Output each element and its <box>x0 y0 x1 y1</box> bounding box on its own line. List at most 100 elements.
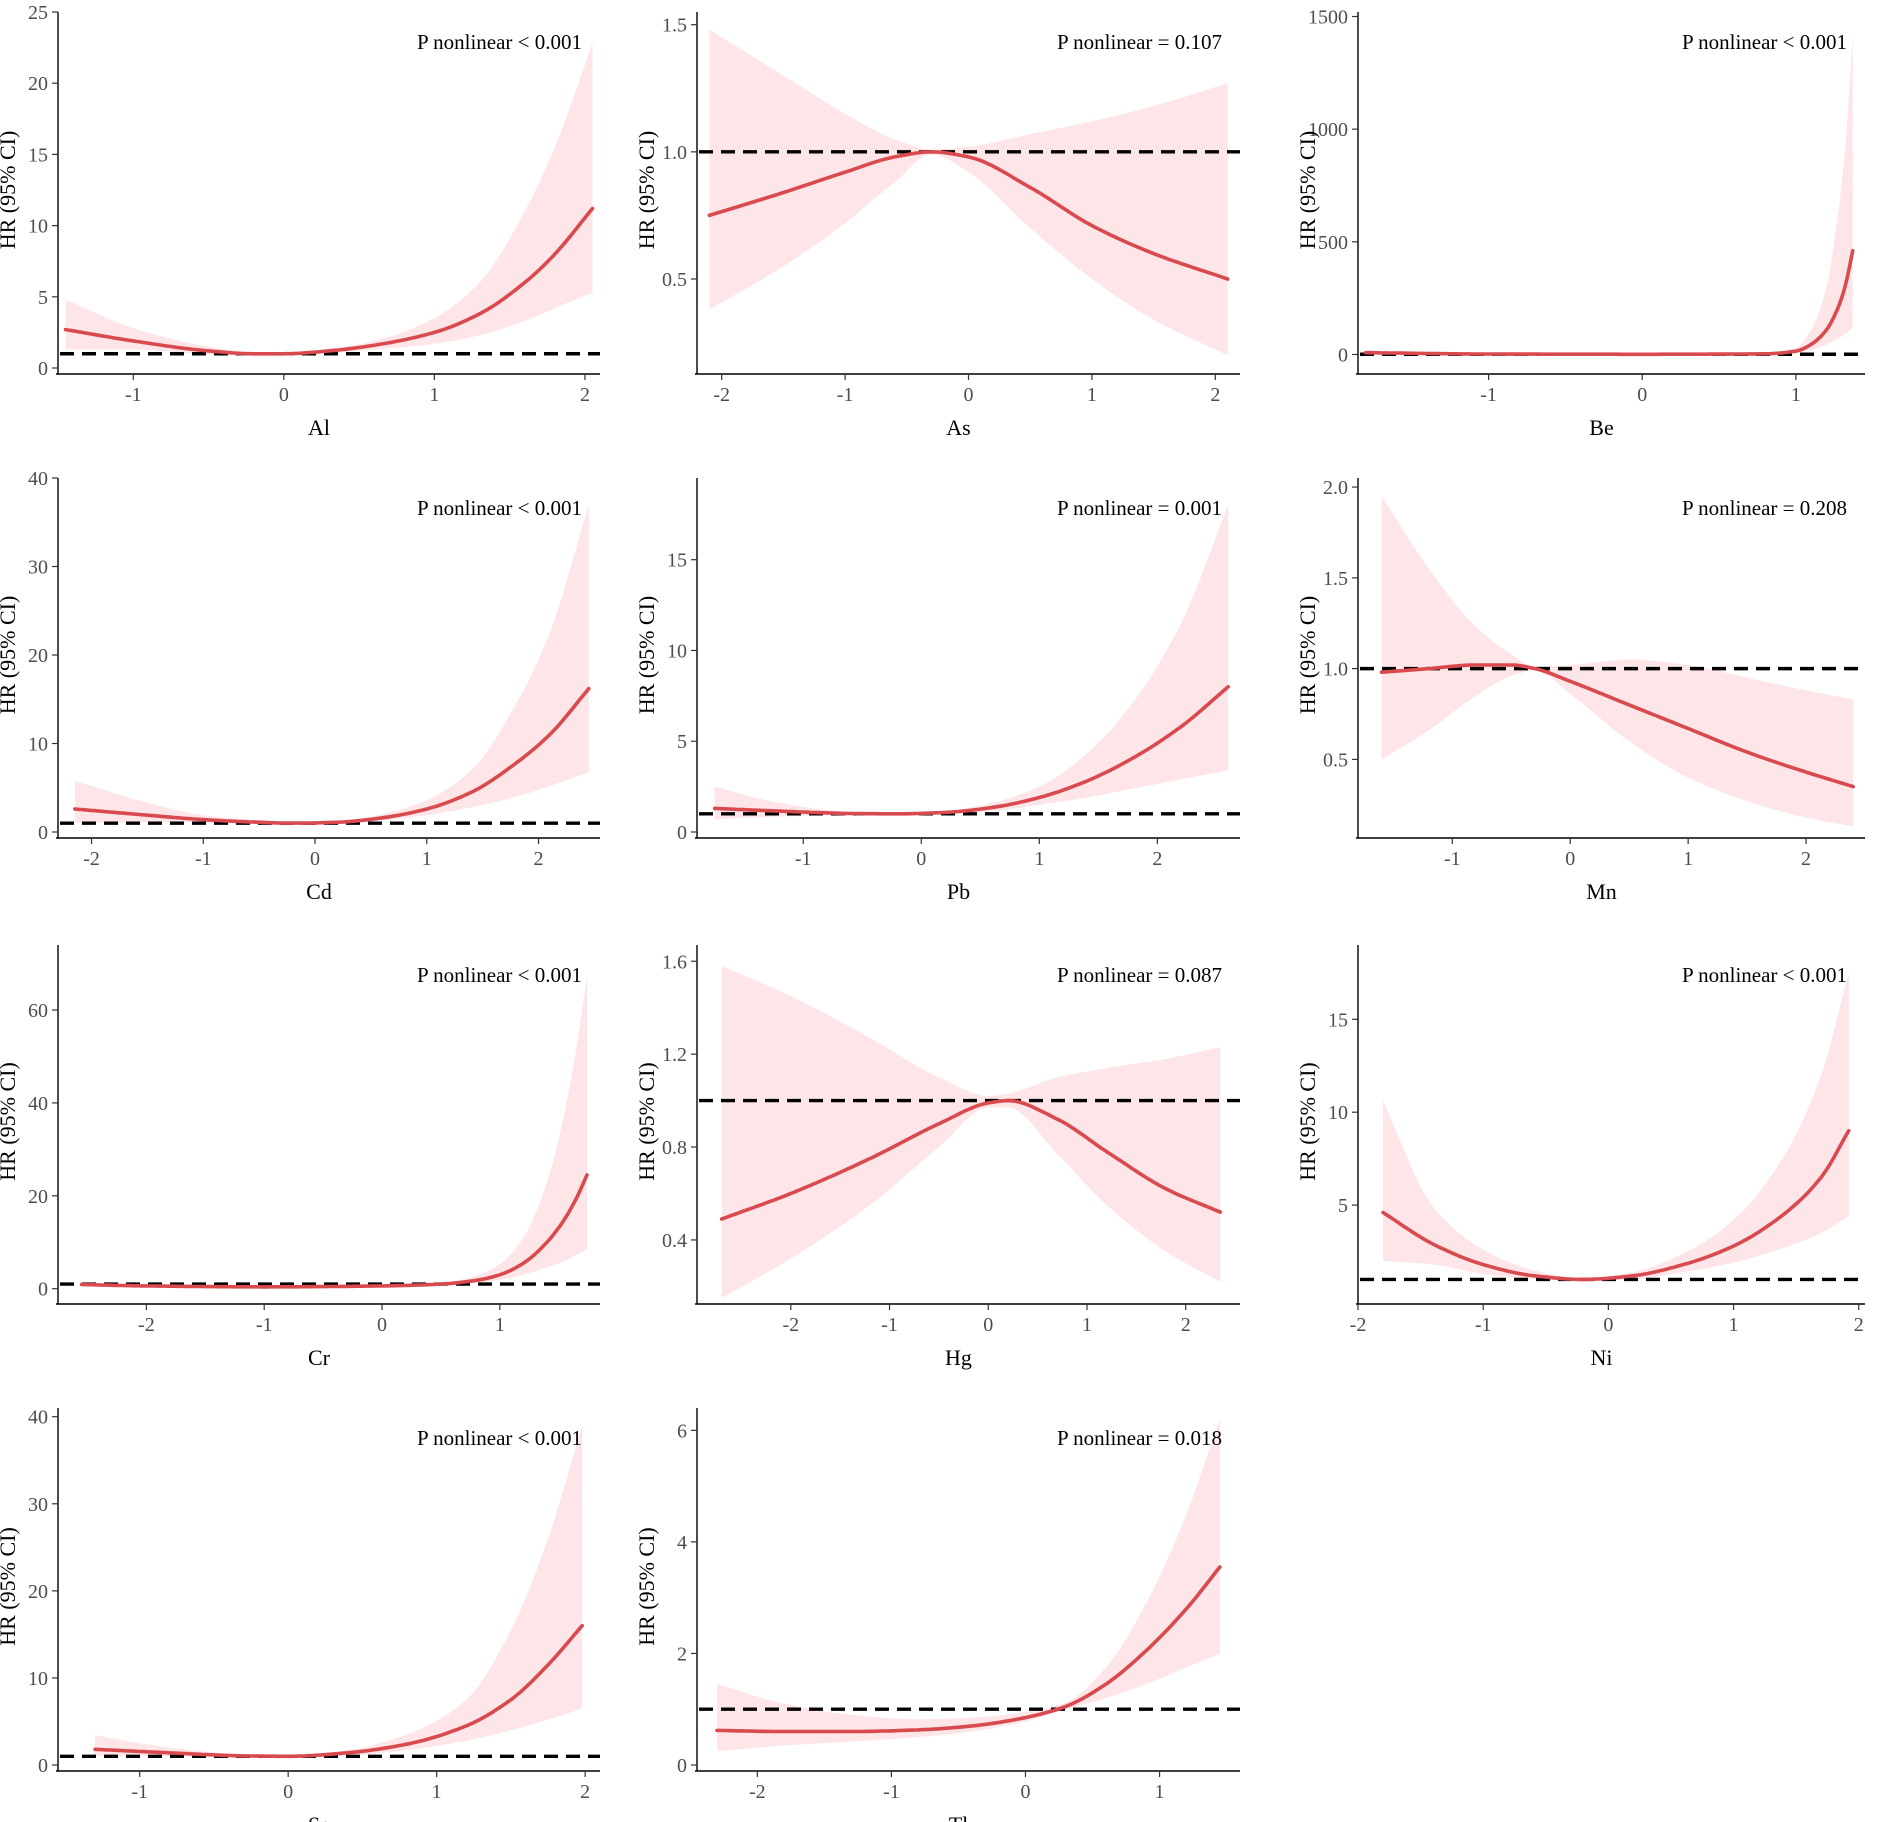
p-nonlinear-annotation-al: P nonlinear < 0.001 <box>417 30 582 54</box>
p-nonlinear-annotation-cr: P nonlinear < 0.001 <box>417 963 582 987</box>
y-axis-title-mn: HR (95% CI) <box>1295 596 1320 715</box>
y-tick-label-hg: 0.8 <box>662 1137 687 1159</box>
x-tick-label-cd: -2 <box>83 848 100 870</box>
x-tick-label-cd: 0 <box>310 848 320 870</box>
hr-curve-cd <box>73 686 591 825</box>
y-tick-label-be: 500 <box>1318 232 1348 254</box>
hr-curve-ni <box>1381 1129 1851 1282</box>
x-tick-label-al: 2 <box>580 384 590 406</box>
y-tick-label-mn: 1.0 <box>1323 659 1348 681</box>
x-tick-label-ni: 2 <box>1854 1314 1864 1336</box>
x-tick-label-cd: 1 <box>422 848 432 870</box>
y-tick-label-tl: 2 <box>677 1643 687 1665</box>
x-tick-label-be: 0 <box>1637 384 1647 406</box>
y-tick-label-pb: 5 <box>677 731 687 753</box>
y-tick-label-mn: 1.5 <box>1323 568 1348 590</box>
x-tick-label-se: 2 <box>580 1781 590 1803</box>
y-tick-label-mn: 0.5 <box>1323 749 1348 771</box>
x-tick-label-ni: -2 <box>1350 1314 1367 1336</box>
x-axis-title-as: As <box>946 415 970 440</box>
y-tick-label-al: 10 <box>28 216 48 238</box>
y-axis-title-be: HR (95% CI) <box>1295 131 1320 250</box>
x-tick-label-ni: 1 <box>1729 1314 1739 1336</box>
y-tick-label-hg: 1.6 <box>662 951 687 973</box>
x-tick-label-ni: -1 <box>1475 1314 1492 1336</box>
x-tick-label-cr: 1 <box>495 1314 505 1336</box>
y-tick-label-al: 20 <box>28 73 48 95</box>
hr-curve-al <box>63 206 595 356</box>
x-tick-label-cd: -1 <box>195 848 212 870</box>
x-axis-title-cr: Cr <box>308 1345 331 1370</box>
x-tick-label-hg: -1 <box>881 1314 898 1336</box>
x-tick-label-tl: -2 <box>749 1781 766 1803</box>
x-tick-label-tl: 1 <box>1155 1781 1165 1803</box>
x-axis-title-pb: Pb <box>947 879 970 904</box>
y-axis-title-as: HR (95% CI) <box>634 131 659 250</box>
y-tick-label-ni: 10 <box>1328 1102 1348 1124</box>
x-tick-label-pb: -1 <box>795 848 812 870</box>
y-tick-label-ni: 5 <box>1338 1195 1348 1217</box>
x-tick-label-tl: 0 <box>1020 1781 1030 1803</box>
hr-curve-be <box>1363 249 1855 357</box>
y-tick-label-ni: 15 <box>1328 1009 1348 1031</box>
x-tick-label-mn: 1 <box>1683 848 1693 870</box>
y-tick-label-pb: 0 <box>677 822 687 844</box>
y-tick-label-tl: 0 <box>677 1755 687 1777</box>
x-axis-title-be: Be <box>1589 415 1613 440</box>
x-tick-label-be: -1 <box>1480 384 1497 406</box>
y-axis-title-tl: HR (95% CI) <box>634 1527 659 1646</box>
x-tick-label-cd: 2 <box>534 848 544 870</box>
y-tick-label-cd: 30 <box>28 557 48 579</box>
x-tick-label-as: 0 <box>964 384 974 406</box>
x-tick-label-se: 0 <box>283 1781 293 1803</box>
x-tick-label-se: -1 <box>131 1781 148 1803</box>
x-tick-label-hg: -2 <box>782 1314 799 1336</box>
ci-band-al <box>65 43 593 356</box>
panel-tl: -2 -1 0 1 0 2 4 6 Tl HR (95% CI) P nonlinear = 0.0… <box>634 1408 1240 1822</box>
y-tick-label-cr: 40 <box>28 1093 48 1115</box>
panel-pb: -1 0 1 2 0 5 10 15 Pb HR (95% CI) P nonlinear = 0.… <box>634 478 1240 904</box>
y-tick-label-al: 0 <box>38 358 48 380</box>
hr-curve-mn <box>1379 663 1855 789</box>
y-tick-label-be: 0 <box>1338 344 1348 366</box>
y-axis-title-pb: HR (95% CI) <box>634 596 659 715</box>
x-tick-label-hg: 1 <box>1082 1314 1092 1336</box>
y-tick-label-cd: 0 <box>38 822 48 844</box>
x-tick-label-pb: 2 <box>1152 848 1162 870</box>
ci-band-tl <box>717 1419 1220 1752</box>
x-axis-title-hg: Hg <box>945 1345 972 1370</box>
y-tick-label-al: 15 <box>28 144 48 166</box>
x-tick-label-as: -1 <box>837 384 854 406</box>
x-tick-label-al: -1 <box>125 384 142 406</box>
p-nonlinear-annotation-se: P nonlinear < 0.001 <box>417 1426 582 1450</box>
y-tick-label-hg: 0.4 <box>662 1230 687 1252</box>
y-tick-label-se: 0 <box>38 1755 48 1777</box>
x-tick-label-mn: -1 <box>1444 848 1461 870</box>
x-tick-label-pb: 1 <box>1034 848 1044 870</box>
x-tick-label-al: 0 <box>279 384 289 406</box>
p-nonlinear-annotation-pb: P nonlinear = 0.001 <box>1057 496 1222 520</box>
p-nonlinear-annotation-hg: P nonlinear = 0.087 <box>1057 963 1222 987</box>
ci-band-as <box>709 29 1228 356</box>
y-tick-label-as: 1.0 <box>662 142 687 164</box>
hr-curve-cr <box>79 1173 589 1289</box>
x-tick-label-as: -2 <box>713 384 730 406</box>
y-tick-label-as: 1.5 <box>662 15 687 37</box>
panel-ni: -2 -1 0 1 2 5 10 15 Ni HR (95% CI) P nonlinear < 0… <box>1295 945 1865 1370</box>
y-tick-label-al: 25 <box>28 2 48 24</box>
hr-curve-se <box>93 1623 584 1759</box>
ci-band-hg <box>721 965 1221 1298</box>
y-axis-title-hg: HR (95% CI) <box>634 1062 659 1181</box>
x-axis-title-se: Se <box>308 1812 330 1822</box>
panel-se: -1012010203040SeHR (95% CI)P nonlinear <… <box>0 1407 600 1822</box>
ci-band-pb <box>714 505 1229 820</box>
y-tick-label-cr: 60 <box>28 1000 48 1022</box>
panel-be: -1 0 1 0 500 1000 1500 Be HR (95% CI) P nonlinear… <box>1295 7 1865 440</box>
y-tick-label-hg: 1.2 <box>662 1044 687 1066</box>
y-axis-title-cr: HR (95% CI) <box>0 1062 20 1181</box>
panel-as: -2 -1 0 1 2 0.5 1.0 1.5 As HR (95% CI) P nonlinear… <box>634 12 1240 440</box>
ci-band-cd <box>74 504 589 824</box>
